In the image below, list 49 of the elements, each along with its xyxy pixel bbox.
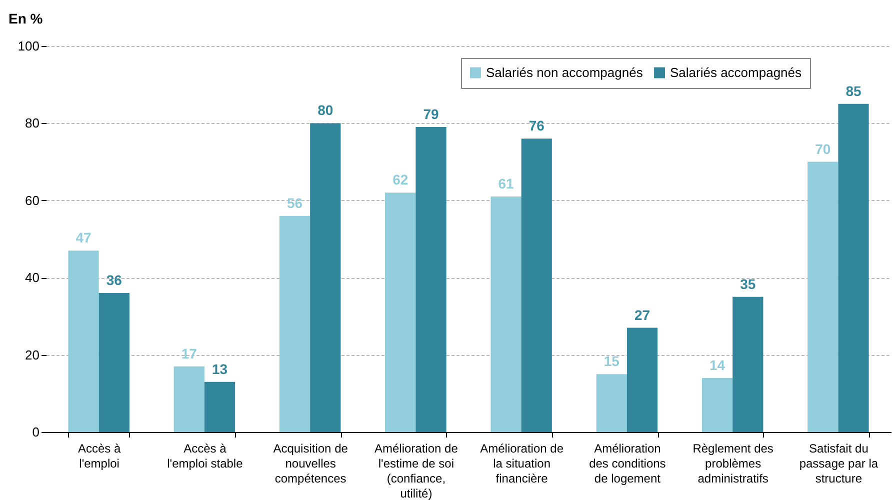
y-tick-label: 0 — [32, 424, 40, 440]
data-label: 13 — [212, 360, 228, 377]
x-tick-label: Acquisition de nouvelles compétences — [273, 442, 348, 486]
data-label: 15 — [604, 353, 620, 370]
data-label: 76 — [528, 118, 545, 134]
data-label: 62 — [392, 172, 408, 188]
y-axis-title: En % — [8, 10, 44, 26]
x-tick-label: Amélioration des conditions de logement — [589, 442, 666, 486]
data-label: 14 — [709, 356, 726, 373]
y-tick-label: 40 — [25, 270, 40, 286]
data-label: 17 — [181, 345, 198, 362]
bar — [68, 250, 99, 432]
bar — [416, 127, 446, 432]
data-label: 47 — [76, 230, 92, 246]
legend-label: Salariés accompagnés — [670, 64, 802, 80]
bar — [204, 382, 236, 432]
bar — [808, 162, 838, 432]
bar — [521, 138, 552, 432]
bar — [702, 378, 733, 432]
data-label: 56 — [286, 194, 303, 211]
data-label: 70 — [815, 140, 831, 157]
x-tick-label: Satisfait du passage par la structure — [799, 442, 878, 486]
bar — [838, 104, 869, 432]
x-tick-label: Amélioration de la situation financière — [480, 442, 564, 486]
bar — [174, 366, 204, 432]
data-label: 85 — [846, 82, 862, 99]
data-label: 79 — [423, 106, 439, 122]
x-tick-label: Règlement des problèmes administratifs — [692, 442, 774, 486]
data-label: 27 — [634, 306, 650, 323]
bar — [596, 374, 627, 432]
data-label: 80 — [318, 102, 334, 118]
y-tick-label: 80 — [25, 116, 40, 131]
bar — [279, 216, 310, 432]
bar — [626, 328, 658, 432]
x-tick-label: Amélioration de l'estime de soi (confiance, utilité) — [374, 442, 458, 500]
data-label: 35 — [740, 276, 756, 292]
bar — [732, 296, 764, 432]
bar — [310, 123, 341, 432]
bar — [490, 196, 522, 432]
data-label: 36 — [106, 272, 122, 288]
x-tick-label: Accès à l'emploi — [78, 442, 121, 470]
data-label: 61 — [498, 176, 514, 192]
y-tick-label: 60 — [25, 192, 40, 208]
y-tick-label: 20 — [25, 347, 40, 362]
y-tick-label: 100 — [18, 38, 40, 54]
bar — [98, 293, 130, 432]
bar — [385, 192, 416, 432]
legend-label: Salariés non accompagnés — [486, 64, 644, 80]
x-tick-label: Accès à l'emploi stable — [167, 442, 244, 470]
